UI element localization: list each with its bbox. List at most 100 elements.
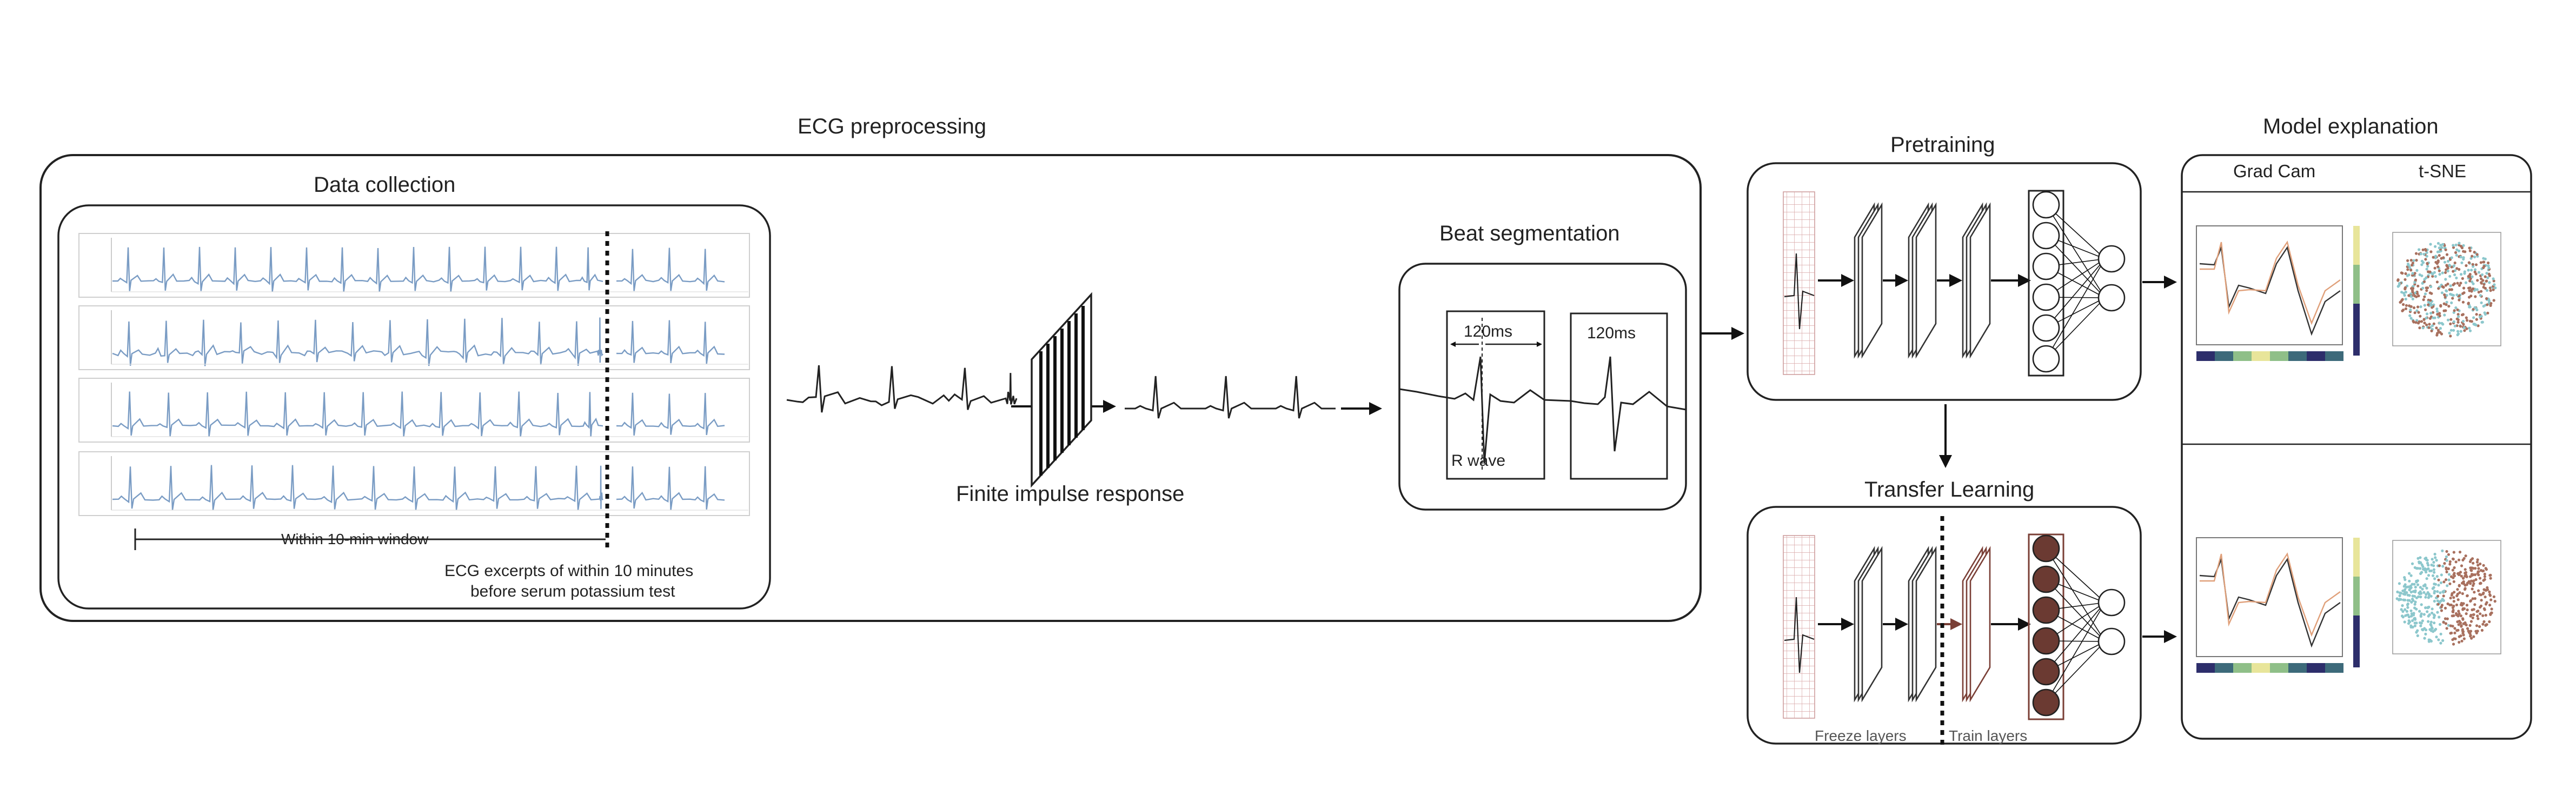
tsne-point — [2479, 568, 2483, 572]
tsne-point — [2411, 598, 2414, 601]
tsne-point — [2460, 639, 2464, 643]
tsne-point — [2457, 313, 2460, 316]
tsne-point — [2485, 289, 2489, 292]
tsne-point — [2448, 582, 2452, 585]
dense-node — [2032, 627, 2060, 655]
tsne-point — [2458, 298, 2461, 302]
ecg-strip-trace-after — [616, 248, 725, 291]
tsne-point — [2467, 302, 2470, 305]
tsne-point — [2433, 552, 2436, 556]
gradcam-heat-cell — [2288, 663, 2307, 673]
tsne-point — [2438, 269, 2441, 272]
tsne-point — [2449, 597, 2452, 600]
tsne-point — [2482, 591, 2485, 594]
tsne-point — [2406, 613, 2409, 617]
gradcam-colorbar-cell — [2353, 603, 2360, 616]
tsne-point — [2416, 634, 2419, 637]
tsne-point — [2453, 309, 2456, 312]
tsne-point — [2406, 599, 2409, 602]
tsne-point — [2472, 584, 2475, 587]
tsne-point — [2444, 271, 2447, 274]
tsne-point — [2407, 616, 2411, 619]
tsne-point — [2484, 603, 2488, 606]
tsne-point — [2446, 584, 2449, 587]
tsne-point — [2424, 596, 2427, 599]
tsne-point — [2411, 619, 2414, 623]
tsne-point — [2462, 326, 2466, 329]
tsne-point — [2472, 579, 2475, 583]
connection-line — [2046, 204, 2106, 298]
tsne-point — [2489, 302, 2493, 305]
tsne-point — [2441, 285, 2444, 289]
tsne-point — [2420, 592, 2423, 595]
tsne-point — [2430, 329, 2433, 333]
gradcam-colorbar-cell — [2353, 564, 2360, 577]
tsne-point — [2417, 294, 2420, 298]
tsne-point — [2411, 289, 2414, 292]
tsne-point — [2445, 300, 2448, 304]
tsne-point — [2428, 291, 2432, 295]
tsne-point — [2459, 256, 2462, 259]
tsne-point — [2424, 557, 2427, 560]
tsne-point — [2492, 279, 2495, 283]
tsne-point — [2442, 256, 2445, 259]
tsne-point — [2419, 252, 2422, 256]
tsne-point — [2469, 295, 2473, 298]
tsne-point — [2494, 286, 2497, 290]
tsne-point — [2452, 244, 2455, 247]
tsne-point — [2484, 275, 2487, 278]
tsne-point — [2469, 620, 2473, 623]
tsne-point — [2466, 581, 2469, 585]
tsne-point — [2484, 596, 2487, 599]
tsne-point — [2455, 253, 2458, 257]
tsne-point — [2408, 579, 2411, 583]
gradcam-colorbar-cell — [2353, 538, 2360, 551]
gradcam-heat-cell — [2270, 351, 2288, 361]
tsne-point — [2457, 249, 2461, 252]
tsne-point — [2442, 594, 2445, 598]
tsne-point — [2469, 634, 2472, 637]
tsne-point — [2466, 627, 2469, 630]
tsne-point — [2474, 578, 2478, 581]
tsne-point — [2465, 623, 2468, 627]
tsne-point — [2469, 630, 2473, 633]
tsne-point — [2438, 322, 2441, 325]
tsne-point — [2425, 255, 2428, 258]
tsne-point — [2493, 283, 2496, 286]
pretraining-network — [1783, 190, 2126, 377]
tsne-point — [2416, 583, 2420, 586]
tsne-point — [2452, 270, 2455, 273]
tsne-point — [2419, 586, 2422, 589]
tsne-point — [2460, 574, 2463, 578]
tsne-point — [2457, 558, 2461, 561]
gradcam-trace-highlight — [2200, 552, 2341, 637]
tsne-point — [2432, 568, 2435, 571]
tsne-point — [2477, 567, 2480, 570]
tsne-point — [2461, 277, 2464, 280]
tsne-point — [2444, 578, 2448, 581]
tsne-point — [2469, 579, 2473, 583]
beat-window-2 — [1570, 312, 1668, 480]
tsne-point — [2418, 248, 2421, 251]
tsne-point — [2458, 573, 2461, 576]
r-wave-label: R wave — [1451, 452, 1506, 470]
tsne-point — [2409, 305, 2413, 308]
tsne-point — [2470, 288, 2473, 292]
tsne-point — [2409, 295, 2413, 298]
tsne-point — [2431, 607, 2434, 611]
tsne-point — [2455, 267, 2459, 270]
gradcam-colorbar-cell — [2353, 304, 2360, 317]
tsne-point — [2452, 614, 2455, 617]
tsne-point — [2455, 629, 2459, 632]
data-collection-title: Data collection — [314, 173, 456, 197]
tsne-point — [2458, 294, 2461, 298]
tsne-point — [2439, 327, 2442, 330]
tsne-point — [2424, 258, 2427, 261]
tsne-point — [2409, 585, 2412, 588]
tsne-point — [2402, 303, 2405, 306]
tsne-point — [2433, 628, 2436, 632]
tsne-point — [2462, 607, 2466, 610]
tsne-point — [2482, 569, 2485, 572]
tsne-point — [2398, 594, 2401, 598]
tsne-point — [2420, 263, 2424, 266]
